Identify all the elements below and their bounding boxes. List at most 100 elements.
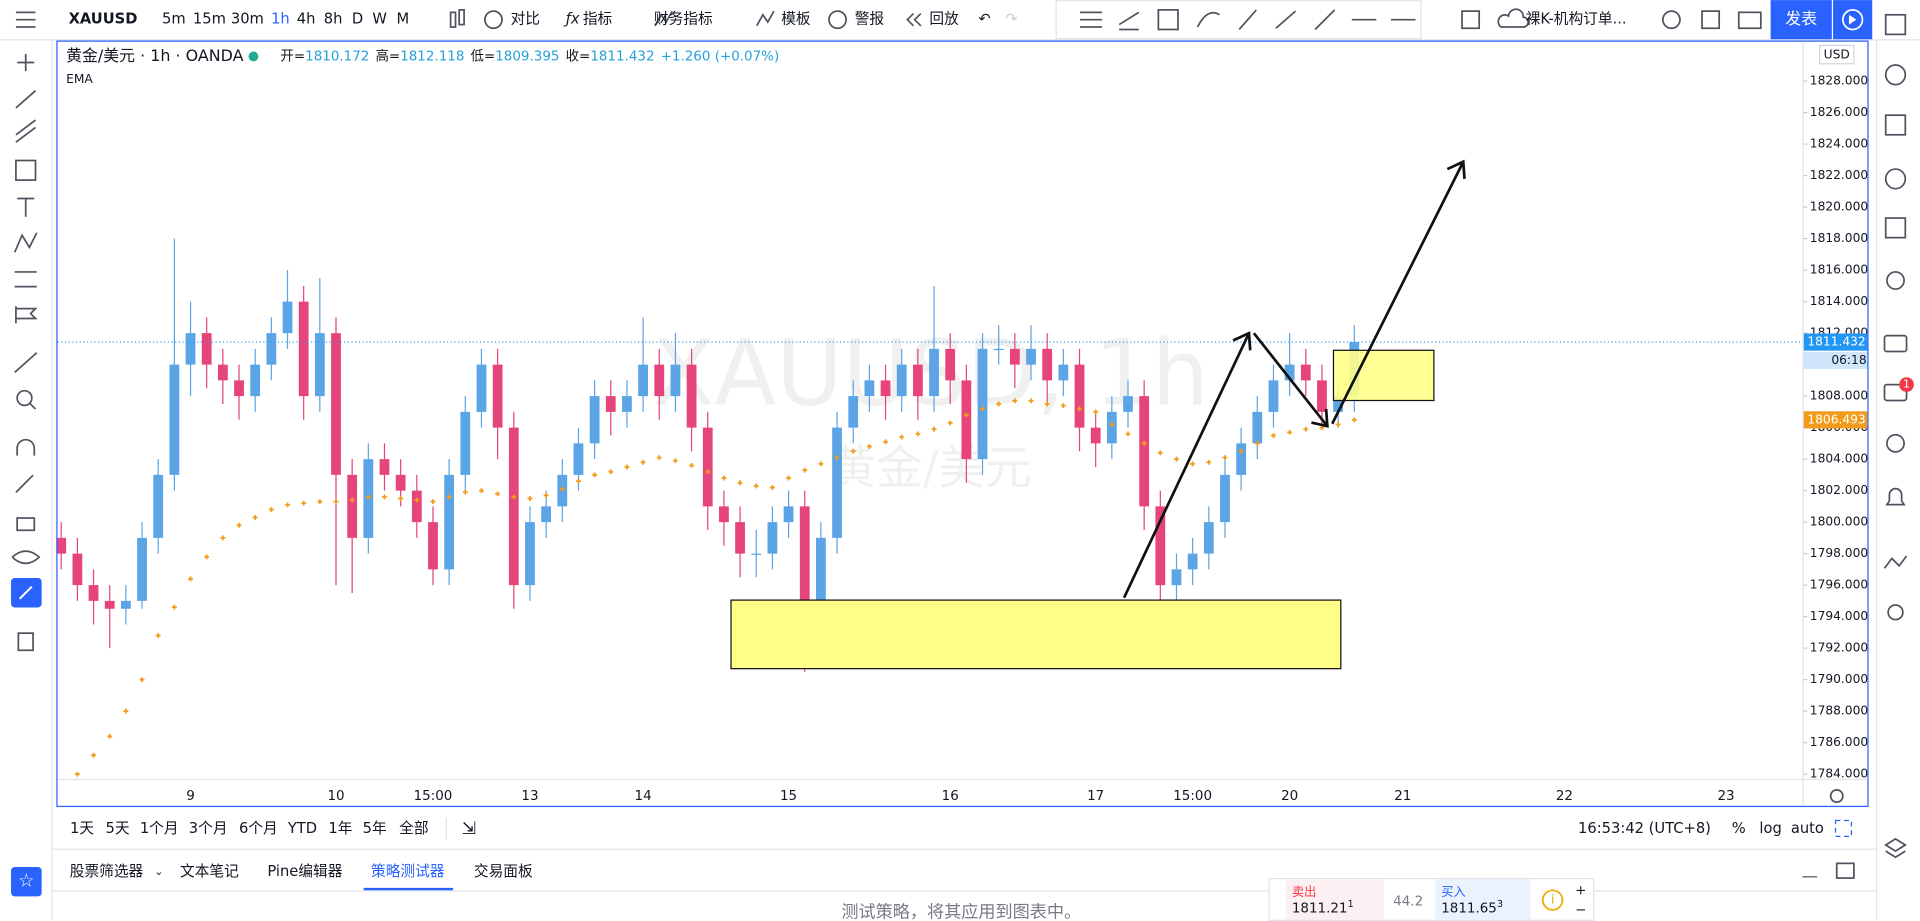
publish-label[interactable]: 发表 — [1785, 9, 1817, 28]
play-triangle — [1848, 14, 1857, 25]
panel-tab[interactable]: 交易面板 — [474, 862, 533, 880]
auto-fit-icon[interactable] — [1834, 819, 1853, 838]
scale-option[interactable]: log — [1759, 820, 1781, 837]
buy-price[interactable]: 1811.653 — [1441, 899, 1503, 917]
fx-icon[interactable]: ƒx — [563, 11, 580, 28]
ema-point — [462, 489, 468, 495]
minus-button[interactable]: − — [1575, 903, 1586, 918]
buy-pip: 3 — [1497, 899, 1503, 910]
play-icon — [1842, 9, 1864, 31]
interval[interactable]: 30m — [231, 11, 264, 28]
sell-label[interactable]: 卖出 — [1292, 885, 1316, 899]
chart-legend: 黄金/美元 · 1h · OANDA 开=1810.172 高=1812.118 低… — [66, 46, 779, 86]
candle-body — [395, 474, 406, 491]
interval[interactable]: M — [397, 11, 410, 28]
ema-point — [608, 469, 614, 475]
tab-dropdown[interactable]: ⌄ — [154, 865, 163, 878]
range-button[interactable]: 1年 — [328, 820, 352, 837]
range-button[interactable]: 5年 — [363, 820, 387, 837]
buy-button[interactable] — [1435, 879, 1531, 920]
interval[interactable]: 1h — [271, 11, 290, 28]
interval[interactable]: D — [352, 11, 363, 28]
arrows[interactable] — [1122, 159, 1466, 599]
buy-label[interactable]: 买入 — [1441, 885, 1465, 899]
range-button[interactable]: 5天 — [106, 820, 130, 837]
legend-ohlc: 开=1810.172 高=1812.118 低=1809.395 收=1811.432… — [280, 47, 779, 64]
range-button[interactable]: YTD — [287, 820, 317, 837]
panel-tab[interactable]: 股票筛选器 — [70, 863, 144, 880]
ema-point — [576, 478, 581, 484]
right-sidebar[interactable] — [1883, 13, 1908, 859]
settings-icon[interactable] — [1662, 10, 1681, 30]
interval[interactable]: 4h — [297, 11, 316, 28]
alert-icon[interactable] — [828, 10, 847, 30]
toolbar-button[interactable]: 对比 — [511, 11, 540, 28]
interval[interactable]: 15m — [193, 11, 226, 28]
compare-icon[interactable] — [484, 10, 503, 30]
maximize-icon[interactable] — [1835, 862, 1855, 879]
toolbar-button[interactable]: 指标 — [583, 11, 613, 28]
chart-icon[interactable] — [654, 10, 673, 27]
range-button[interactable]: 1个月 — [140, 820, 179, 837]
publish-button[interactable] — [1770, 0, 1832, 40]
zone-rectangle[interactable] — [1332, 349, 1435, 402]
range-button[interactable]: 3个月 — [189, 820, 228, 837]
interval[interactable]: W — [372, 11, 387, 28]
candle-type-icon[interactable] — [449, 9, 465, 28]
y-tick-label: 1822.000 — [1810, 168, 1868, 182]
x-tick-label: 20 — [1281, 789, 1298, 804]
candle-body — [137, 537, 147, 601]
ema-point — [1141, 440, 1147, 446]
trash-icon[interactable] — [17, 632, 34, 652]
layout-name[interactable]: 裸K-机构订单... — [1526, 11, 1627, 28]
candle-body — [1106, 411, 1117, 444]
cloud-icon[interactable] — [1497, 8, 1529, 28]
sell-button[interactable] — [1285, 879, 1384, 920]
ema-point — [1157, 450, 1163, 456]
undo[interactable]: ↶ — [978, 11, 990, 28]
candle-body — [1236, 443, 1247, 475]
plus-button[interactable]: + — [1575, 883, 1586, 898]
ema-point — [866, 444, 872, 449]
star-button[interactable] — [11, 867, 42, 897]
ema-point — [1222, 455, 1228, 460]
range-button[interactable]: 6个月 — [239, 820, 278, 837]
x-tick-label: 15:00 — [1173, 789, 1212, 804]
zone-rectangle[interactable] — [730, 599, 1342, 670]
layout-icon[interactable] — [1461, 10, 1481, 30]
scale-option[interactable]: auto — [1791, 820, 1824, 837]
candle-body — [1220, 474, 1230, 523]
axis-settings-icon[interactable] — [1829, 789, 1844, 803]
menu-icon[interactable] — [15, 11, 36, 28]
interval[interactable]: 8h — [324, 11, 343, 28]
sell-price-main: 1811.21 — [1292, 902, 1348, 917]
toolbar-button[interactable]: 警报 — [855, 11, 885, 28]
ema-point — [1077, 406, 1082, 412]
info-icon[interactable] — [1542, 889, 1564, 911]
interval[interactable]: 5m — [162, 11, 186, 28]
panel-tab[interactable]: Pine编辑器 — [267, 863, 342, 880]
toolbar-button[interactable]: 模板 — [781, 10, 811, 28]
sell-price[interactable]: 1811.211 — [1292, 899, 1354, 917]
range-button[interactable]: 全部 — [399, 819, 428, 837]
ema-point — [1125, 431, 1131, 437]
toolbar-button[interactable]: 回放 — [929, 11, 959, 28]
template-icon[interactable] — [755, 10, 775, 27]
toolbar-button[interactable]: 财务指标 — [654, 11, 713, 28]
candle-body — [282, 301, 293, 334]
drawing-tools[interactable] — [1080, 9, 1416, 31]
replay-icon[interactable] — [906, 12, 922, 27]
candle-body — [1058, 364, 1069, 381]
snapshot-icon[interactable] — [1737, 11, 1762, 30]
scale-option[interactable]: % — [1732, 820, 1746, 837]
left-toolbar[interactable] — [11, 53, 41, 565]
panel-tab[interactable]: 文本笔记 — [180, 863, 239, 880]
trade-widget: 卖出 1811.211 44.2 买入 1811.653 i + − — [1268, 878, 1595, 921]
range-button[interactable]: 1天 — [70, 820, 94, 837]
fullscreen-icon[interactable] — [1701, 10, 1721, 30]
goto-date-icon[interactable]: ⇲ — [462, 819, 476, 839]
symbol[interactable]: XAUUSD — [69, 11, 138, 28]
panel-tab[interactable]: 策略测试器 — [371, 863, 445, 880]
